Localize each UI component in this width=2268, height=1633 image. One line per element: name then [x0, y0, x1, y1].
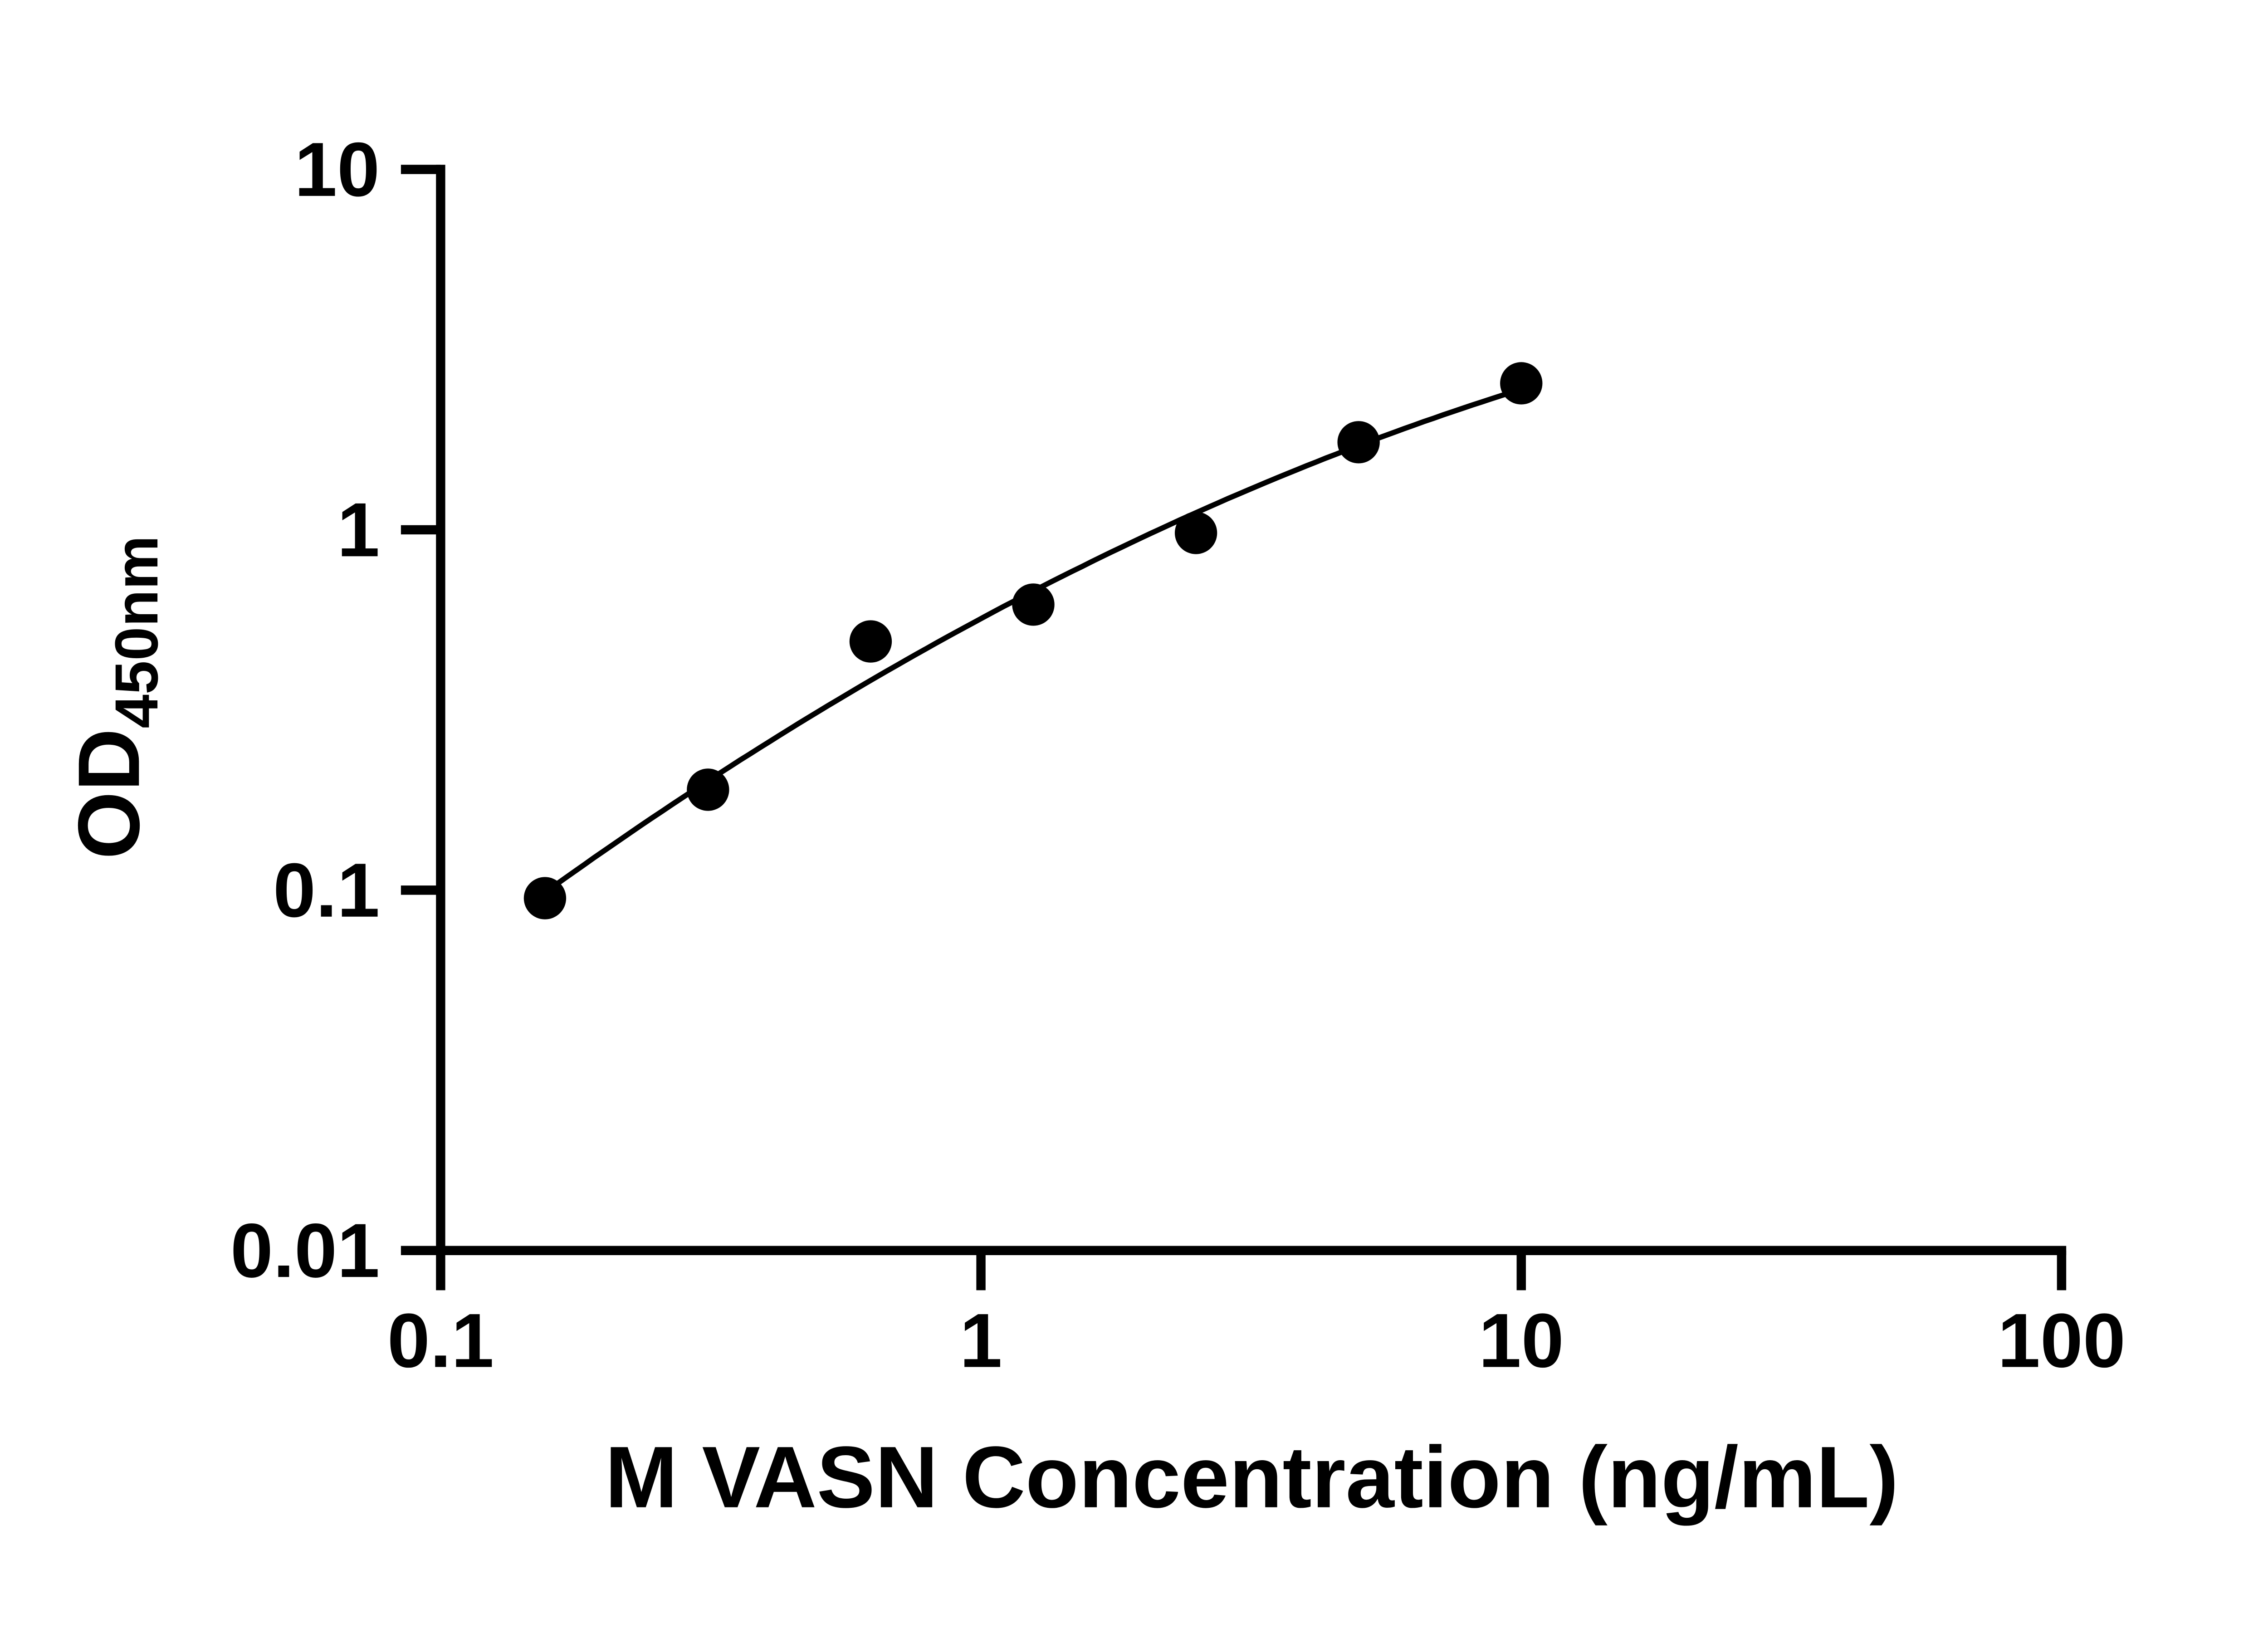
x-tick-label: 0.1 — [387, 1298, 494, 1384]
data-point — [1174, 512, 1217, 554]
y-tick-label: 10 — [294, 127, 380, 212]
data-point — [1012, 583, 1055, 626]
y-tick-label: 0.1 — [273, 847, 380, 933]
y-tick-label: 1 — [337, 487, 380, 572]
data-point — [687, 768, 729, 811]
fit-curve — [543, 386, 1522, 895]
x-tick-label: 10 — [1479, 1298, 1564, 1384]
x-tick-label: 100 — [1998, 1298, 2126, 1384]
y-tick-label: 0.01 — [230, 1208, 380, 1293]
y-axis-title-main: OD — [60, 728, 157, 860]
x-tick-label: 1 — [960, 1298, 1002, 1384]
y-axis-title-subscript: 450nm — [103, 536, 171, 728]
data-point — [1337, 421, 1380, 464]
data-point — [1500, 362, 1543, 405]
data-point — [849, 620, 892, 663]
y-axis-title: OD450nm — [60, 536, 171, 860]
data-point — [523, 877, 567, 919]
axis-lines — [436, 165, 2067, 1256]
x-axis-title: M VASN Concentration (ng/mL) — [605, 1428, 1899, 1526]
